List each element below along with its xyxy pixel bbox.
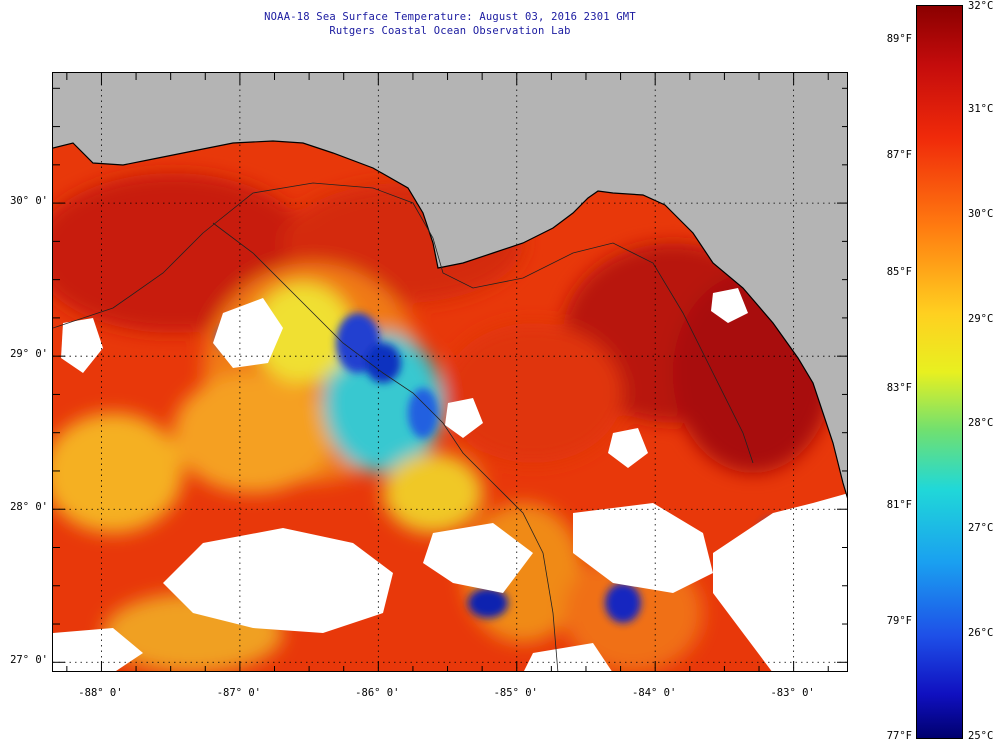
lon-label: -88° 0' (78, 687, 123, 699)
colorbar-celsius-label: 31°C (968, 102, 994, 115)
colorbar-celsius-label: 25°C (968, 730, 994, 742)
colorbar-fahrenheit-label: 87°F (886, 149, 912, 162)
lat-label: 28° 0' (10, 501, 48, 514)
map-subtitle: Rutgers Coastal Ocean Observation Lab (329, 25, 571, 37)
lat-label: 27° 0' (10, 654, 48, 667)
lat-label: 30° 0' (10, 195, 48, 208)
colorbar-fahrenheit-label: 81°F (886, 498, 912, 511)
lon-label: -83° 0' (770, 687, 815, 699)
colorbar-celsius-label: 32°C (968, 0, 994, 12)
map-title: NOAA-18 Sea Surface Temperature: August … (264, 11, 636, 23)
lon-label: -85° 0' (493, 687, 538, 699)
coastline (53, 140, 847, 499)
colorbar-fahrenheit-label: 83°F (886, 382, 912, 395)
colorbar-celsius-label: 28°C (968, 417, 994, 430)
colorbar-fahrenheit-label: 85°F (886, 265, 912, 278)
sst-field (53, 173, 833, 671)
colorbar-celsius-label: 27°C (968, 522, 994, 535)
frame-ticks (53, 73, 847, 671)
colorbar-celsius-label: 30°C (968, 207, 994, 220)
cloud-mask (53, 288, 847, 671)
sst-map[interactable] (52, 72, 848, 672)
colorbar-fahrenheit-label: 79°F (886, 615, 912, 628)
temperature-colorbar (916, 5, 963, 739)
colorbar-celsius-label: 26°C (968, 627, 994, 640)
lat-label: 29° 0' (10, 348, 48, 361)
lon-label: -86° 0' (355, 687, 400, 699)
colorbar-celsius-label: 29°C (968, 312, 994, 325)
colorbar-fahrenheit-label: 89°F (886, 32, 912, 45)
colorbar-fahrenheit-label: 77°F (886, 730, 912, 742)
depth-contour-shelf (212, 222, 559, 671)
sst-map-svg (53, 73, 847, 671)
lon-label: -84° 0' (632, 687, 677, 699)
depth-contour (53, 182, 754, 464)
lon-label: -87° 0' (216, 687, 261, 699)
graticule (53, 73, 847, 671)
